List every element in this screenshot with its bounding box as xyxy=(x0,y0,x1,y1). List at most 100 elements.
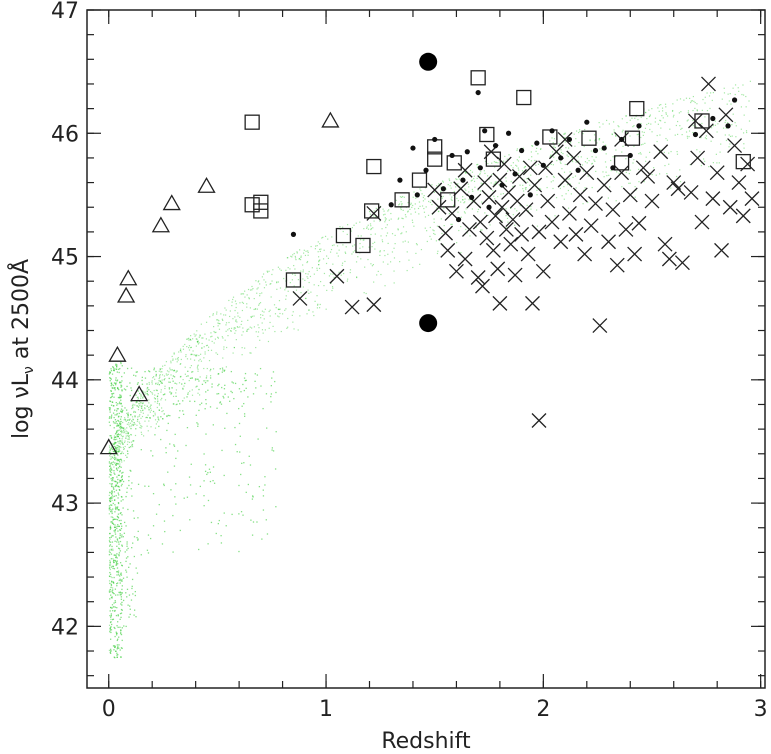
background-point xyxy=(118,486,120,488)
background-point xyxy=(271,273,273,276)
background-point xyxy=(326,289,328,292)
background-point xyxy=(111,590,113,592)
background-point xyxy=(704,96,706,98)
background-point xyxy=(124,389,127,391)
background-point xyxy=(112,645,115,647)
cross-marker xyxy=(498,221,514,237)
background-point xyxy=(432,229,434,231)
background-point xyxy=(363,239,365,241)
background-point xyxy=(725,139,728,142)
background-point xyxy=(308,281,310,284)
background-point xyxy=(638,181,640,183)
background-point xyxy=(142,395,145,397)
background-point xyxy=(152,377,154,379)
background-point xyxy=(272,325,274,327)
dot-marker xyxy=(482,128,488,134)
background-point xyxy=(111,581,113,583)
background-point xyxy=(441,197,443,199)
background-point xyxy=(384,254,386,257)
background-point xyxy=(205,338,208,340)
background-point xyxy=(505,208,507,210)
background-point xyxy=(164,385,166,387)
background-point xyxy=(310,245,312,248)
background-point xyxy=(564,133,566,135)
background-point xyxy=(111,373,114,375)
background-point xyxy=(384,221,386,223)
background-point xyxy=(460,216,462,218)
background-point xyxy=(453,204,455,206)
background-point xyxy=(259,283,261,285)
background-point xyxy=(536,209,538,211)
background-point xyxy=(115,464,117,466)
background-point xyxy=(128,435,130,437)
square-marker xyxy=(427,151,443,167)
background-point xyxy=(212,466,215,468)
dot-marker xyxy=(410,145,416,151)
background-point xyxy=(278,316,280,318)
background-point xyxy=(401,217,403,219)
background-point xyxy=(175,503,177,505)
background-point xyxy=(554,215,556,217)
background-point xyxy=(130,441,133,443)
background-point xyxy=(116,574,118,576)
background-point xyxy=(154,394,156,396)
background-point xyxy=(319,250,321,253)
background-point xyxy=(126,588,129,591)
background-point xyxy=(530,208,532,210)
background-point xyxy=(116,607,118,609)
background-point xyxy=(108,445,111,447)
background-point xyxy=(163,379,165,381)
background-point xyxy=(621,118,623,120)
background-point xyxy=(706,92,708,94)
background-point xyxy=(124,445,126,448)
background-point xyxy=(154,412,156,414)
background-point xyxy=(115,556,117,559)
background-point xyxy=(330,273,332,275)
background-point xyxy=(131,405,134,407)
background-point xyxy=(424,198,426,200)
background-point xyxy=(134,423,136,425)
background-point xyxy=(337,255,339,257)
background-point xyxy=(123,521,126,524)
background-point xyxy=(681,133,683,136)
background-point xyxy=(117,614,119,616)
background-point xyxy=(553,138,556,140)
dot-marker xyxy=(549,128,555,134)
background-point xyxy=(114,559,117,562)
background-point xyxy=(241,462,243,464)
background-point xyxy=(233,347,236,349)
background-point xyxy=(237,315,239,317)
background-point xyxy=(117,494,120,496)
background-point xyxy=(734,93,736,96)
background-point xyxy=(461,199,464,201)
background-point xyxy=(705,138,708,140)
background-point xyxy=(217,322,219,324)
background-point xyxy=(185,375,188,378)
dot-marker xyxy=(414,192,420,198)
background-point xyxy=(119,441,121,443)
background-point xyxy=(507,170,509,172)
background-point xyxy=(626,121,628,124)
background-point xyxy=(112,461,115,463)
background-point xyxy=(179,349,181,352)
background-point xyxy=(181,383,183,385)
background-point xyxy=(386,232,389,234)
background-point xyxy=(203,367,205,370)
background-point xyxy=(199,485,201,488)
background-point xyxy=(285,308,287,310)
background-point xyxy=(564,141,567,143)
background-point xyxy=(127,422,130,424)
background-point xyxy=(407,202,409,204)
square-marker xyxy=(411,172,428,188)
background-point xyxy=(212,313,214,315)
background-point xyxy=(599,148,601,150)
background-point xyxy=(110,548,112,551)
background-point xyxy=(144,408,146,410)
background-point xyxy=(277,266,280,268)
background-point xyxy=(228,328,230,330)
background-point xyxy=(316,295,318,297)
background-point xyxy=(651,131,653,133)
background-point xyxy=(702,98,704,101)
background-point xyxy=(200,353,202,355)
background-point xyxy=(164,393,166,395)
